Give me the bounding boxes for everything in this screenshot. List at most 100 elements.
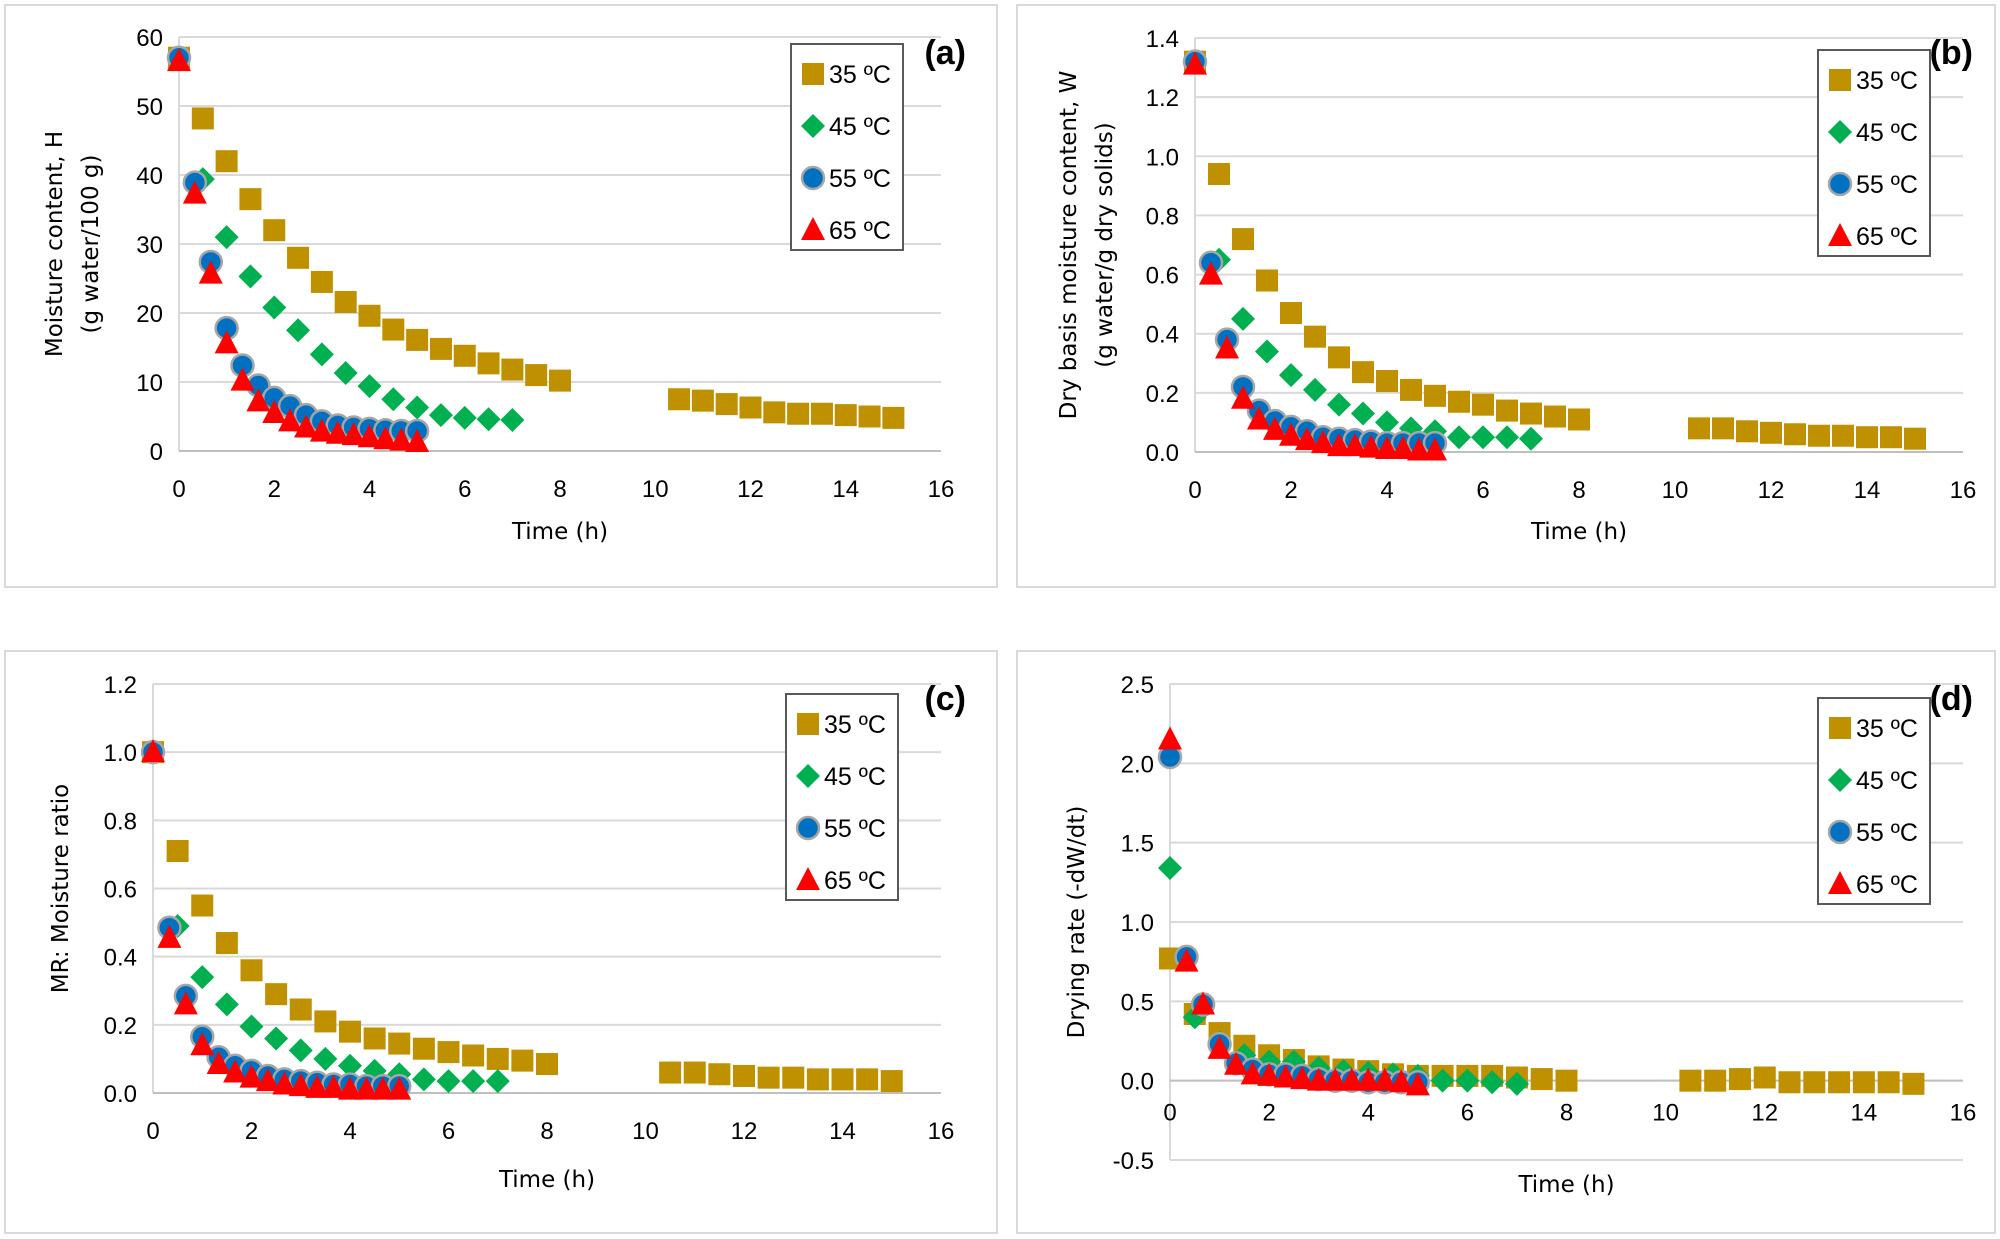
data-point (1568, 408, 1590, 431)
data-point (1555, 1069, 1578, 1092)
data-point (357, 374, 382, 399)
data-point (198, 260, 223, 284)
data-point (288, 1038, 313, 1063)
data-point (810, 402, 833, 425)
data-point (880, 1070, 903, 1093)
y-tick-label: 0.4 (104, 945, 137, 972)
data-point (190, 965, 215, 990)
data-point (238, 264, 263, 289)
data-point (1327, 392, 1351, 417)
legend-marker-45 (1828, 768, 1852, 792)
legend-label: 65 ºC (1856, 223, 1918, 251)
series-35 (1184, 50, 1926, 450)
data-point (1174, 948, 1199, 972)
data-point (1273, 1064, 1298, 1088)
y-tick-label: 1.2 (104, 672, 137, 699)
data-point (428, 403, 453, 428)
data-point (1351, 401, 1375, 426)
legend-marker-55 (795, 815, 821, 841)
data-point (757, 1066, 780, 1089)
data-point (437, 1041, 460, 1064)
legend-label: 45 ºC (1856, 119, 1918, 147)
data-point (1803, 1071, 1826, 1094)
y-tick-label: 0.8 (1146, 203, 1179, 230)
data-point (1352, 361, 1374, 384)
x-tick-label: 2 (245, 1118, 258, 1145)
x-tick-label: 16 (928, 1118, 955, 1145)
data-point (1832, 424, 1854, 447)
data-point (1856, 426, 1878, 449)
data-point (405, 429, 430, 453)
data-point (1400, 378, 1422, 401)
data-point (173, 991, 198, 1015)
y-tick-label: 40 (136, 163, 163, 190)
data-point (1191, 991, 1216, 1015)
y-tick-label: 0.0 (1146, 440, 1179, 467)
y-axis-label: MR: Moisture ratio (48, 784, 74, 994)
panel-b: 0.0 0.2 0.4 0.6 0.8 1.0 1.2 1.4 0 2 4 6 8 10 12 14 16 Tim… (1016, 4, 1996, 588)
data-point (214, 225, 239, 250)
x-tick-label: 0 (1163, 1100, 1176, 1127)
data-point (289, 998, 312, 1021)
data-point (1303, 377, 1327, 402)
x-tick-label: 10 (642, 476, 669, 503)
data-point (834, 404, 857, 427)
series-35 (168, 46, 905, 429)
data-point (309, 418, 334, 442)
y-axis-label: (g water/100 g) (78, 155, 104, 334)
data-point (1359, 434, 1384, 458)
data-point (1520, 402, 1542, 425)
data-point (412, 1037, 435, 1060)
legend-marker-55 (1827, 819, 1853, 845)
data-point (1753, 1066, 1776, 1089)
legend-label: 45 ºC (824, 763, 886, 791)
data-point (265, 983, 288, 1006)
data-point (354, 1076, 379, 1100)
y-axis-label: Dry basis moisture content, W (1056, 71, 1082, 420)
data-point (182, 180, 207, 204)
data-point (485, 1069, 510, 1094)
data-point (1256, 269, 1278, 292)
data-point (1424, 384, 1446, 407)
y-axis-label: Drying rate (-dW/dt) (1064, 806, 1090, 1039)
legend-marker-65 (1828, 871, 1852, 894)
y-tick-label: 20 (136, 301, 163, 328)
legend-label: 65 ºC (1856, 871, 1918, 899)
data-point (1198, 261, 1223, 285)
data-point (305, 1074, 330, 1098)
y-tick-label: 1.2 (1146, 85, 1179, 112)
data-point (1828, 1071, 1851, 1094)
x-tick-label: 10 (632, 1118, 659, 1145)
x-axis-label: Time (h) (1530, 519, 1627, 545)
legend-marker-45 (801, 114, 825, 138)
data-point (1263, 416, 1288, 440)
x-tick-label: 8 (540, 1118, 553, 1145)
x-tick-label: 14 (1854, 477, 1881, 504)
data-point (1390, 436, 1415, 460)
y-tick-label: 0.6 (1146, 263, 1179, 290)
data-point (882, 406, 905, 429)
x-tick-label: 10 (1652, 1100, 1679, 1127)
data-point (1311, 430, 1336, 454)
data-point (278, 408, 303, 432)
data-point (715, 393, 738, 416)
legend: 35 ºC 45 ºC 55 ºC 65 ºC (790, 43, 904, 251)
legend: 35 ºC 45 ºC 55 ºC 65 ºC (1817, 49, 1931, 257)
data-point (1290, 1066, 1315, 1090)
data-point (191, 894, 214, 917)
y-tick-label: 2.5 (1121, 672, 1154, 699)
data-point (1207, 1035, 1232, 1059)
data-point (1405, 1072, 1430, 1096)
data-point (1471, 425, 1495, 450)
data-point (334, 290, 357, 313)
y-axis-label: Moisture content, H (42, 131, 68, 357)
data-point (215, 150, 238, 173)
y-tick-label: -0.5 (1113, 1148, 1154, 1175)
x-tick-label: 16 (1950, 1100, 1977, 1127)
data-point (223, 1059, 248, 1083)
y-tick-label: 0.4 (1146, 322, 1179, 349)
data-point (1902, 1072, 1925, 1095)
data-point (1339, 1067, 1364, 1091)
data-point (1158, 726, 1182, 750)
data-point (1375, 410, 1399, 435)
